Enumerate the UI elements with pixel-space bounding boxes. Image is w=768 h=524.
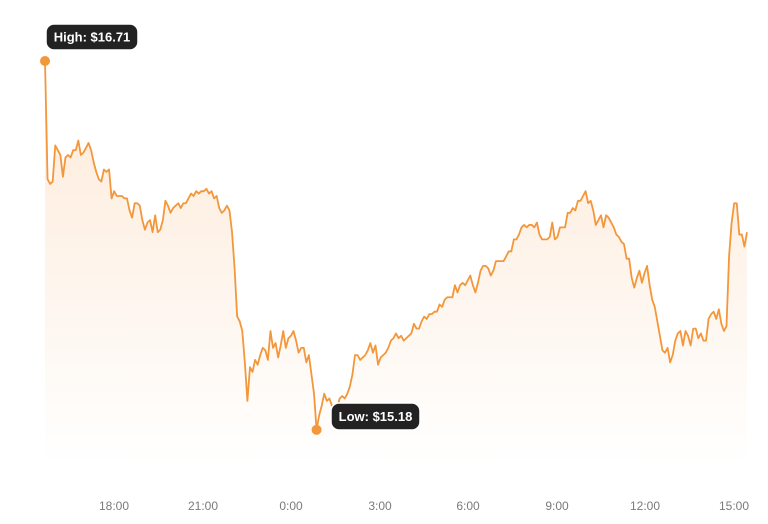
x-tick-label: 15:00 [719, 499, 749, 513]
x-tick-label: 21:00 [188, 499, 218, 513]
low-point-marker[interactable] [312, 425, 322, 435]
low-callout: Low: $15.18 [331, 403, 420, 430]
high-callout: High: $16.71 [46, 24, 138, 50]
high-point-marker[interactable] [40, 56, 50, 66]
x-tick-label: 12:00 [630, 499, 660, 513]
x-axis: 18:00 21:00 0:00 3:00 6:00 9:00 12:00 15:00 [99, 499, 749, 513]
x-tick-label: 9:00 [545, 499, 569, 513]
x-tick-label: 3:00 [368, 499, 392, 513]
low-callout-text: Low: $15.18 [339, 409, 413, 424]
x-tick-label: 6:00 [456, 499, 480, 513]
x-tick-label: 18:00 [99, 499, 129, 513]
high-callout-text: High: $16.71 [54, 30, 131, 45]
x-tick-label: 0:00 [279, 499, 303, 513]
